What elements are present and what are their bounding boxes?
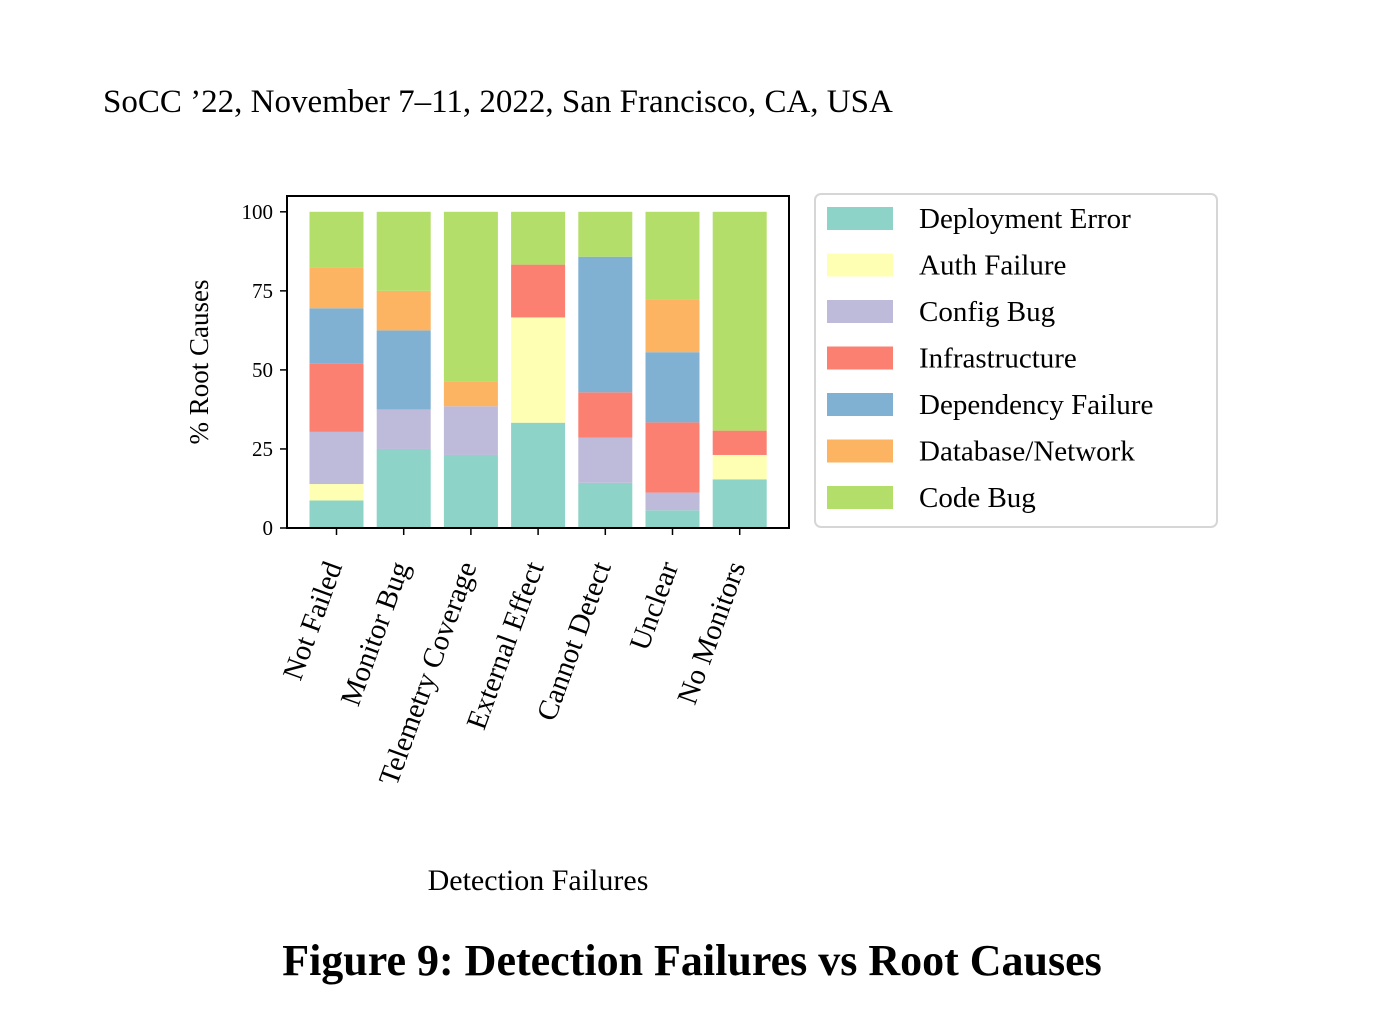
y-tick-label: 25 (252, 437, 273, 461)
legend-swatch-deployment-error (827, 207, 893, 230)
bar-segment-cannot-detect-deployment-error (578, 482, 633, 528)
legend-swatch-auth-failure (827, 253, 893, 277)
bar-segment-telemetry-coverage-code-bug (443, 211, 498, 382)
x-tick-label: Unclear (624, 557, 686, 655)
page-header: SoCC ’22, November 7–11, 2022, San Franc… (103, 84, 893, 120)
x-axis-label: Detection Failures (428, 864, 649, 897)
bar-segment-not-failed-database-network (309, 267, 364, 309)
legend-swatch-database-network (827, 439, 893, 463)
bar-segment-cannot-detect-code-bug (578, 211, 633, 257)
legend-label-infrastructure: Infrastructure (919, 343, 1077, 375)
bar-segment-unclear-code-bug (645, 211, 700, 300)
bar-segment-unclear-config-bug (645, 492, 700, 511)
bar-segment-telemetry-coverage-deployment-error (443, 454, 498, 528)
figure-caption: Figure 9: Detection Failures vs Root Cau… (282, 936, 1102, 985)
bar-segment-not-failed-code-bug (309, 211, 364, 268)
bar-segment-monitor-bug-dependency-failure (376, 330, 431, 410)
legend-label-database-network: Database/Network (919, 436, 1135, 468)
x-tick-label: No Monitors (671, 557, 752, 708)
bar-segment-monitor-bug-code-bug (376, 211, 431, 291)
bar-segment-unclear-dependency-failure (645, 352, 700, 423)
bar-segment-monitor-bug-config-bug (376, 409, 431, 449)
bar-segment-cannot-detect-config-bug (578, 437, 633, 483)
bar-segment-monitor-bug-database-network (376, 290, 431, 331)
bar-segment-cannot-detect-dependency-failure (578, 256, 633, 393)
bar-segment-no-monitors-infrastructure (712, 430, 767, 455)
bar-segment-unclear-infrastructure (645, 422, 700, 493)
legend-swatch-dependency-failure (827, 393, 893, 416)
x-tick-label: Monitor Bug (335, 557, 417, 710)
bar-segment-external-effect-auth-failure (511, 317, 566, 423)
y-tick-label: 100 (242, 200, 274, 224)
bar-segment-external-effect-deployment-error (511, 422, 566, 528)
bars-layer (309, 211, 767, 528)
bar-segment-external-effect-code-bug (511, 211, 566, 265)
bar-segment-unclear-database-network (645, 299, 700, 353)
y-axis: 0 25 50 75 100 (242, 200, 287, 540)
legend-swatch-infrastructure (827, 346, 893, 370)
legend: Deployment Error Auth Failure Config Bug In… (814, 193, 1218, 528)
bar-segment-not-failed-config-bug (309, 431, 364, 485)
bar-segment-no-monitors-deployment-error (712, 479, 767, 528)
bar-segment-not-failed-deployment-error (309, 500, 364, 528)
bar-segment-cannot-detect-infrastructure (578, 392, 633, 438)
y-tick-label: 75 (252, 279, 273, 303)
legend-label-dependency-failure: Dependency Failure (919, 389, 1153, 421)
y-tick-label: 50 (252, 358, 273, 382)
bar-segment-no-monitors-code-bug (712, 211, 767, 431)
x-tick-label: Not Failed (277, 557, 349, 684)
bar-segment-not-failed-dependency-failure (309, 308, 364, 364)
bar-segment-not-failed-auth-failure (309, 484, 364, 501)
bar-segment-no-monitors-auth-failure (712, 454, 767, 480)
bar-segment-telemetry-coverage-config-bug (443, 406, 498, 455)
bar-segment-unclear-deployment-error (645, 510, 700, 528)
bar-segment-telemetry-coverage-database-network (443, 381, 498, 407)
legend-label-auth-failure: Auth Failure (919, 250, 1066, 282)
bar-segment-not-failed-infrastructure (309, 363, 364, 432)
bar-segment-external-effect-infrastructure (511, 264, 566, 318)
legend-label-code-bug: Code Bug (919, 482, 1036, 514)
legend-swatch-code-bug (827, 486, 893, 509)
y-tick-label: 0 (263, 516, 274, 540)
legend-frame (814, 193, 1218, 528)
bar-segment-monitor-bug-deployment-error (376, 448, 431, 528)
y-axis-label: % Root Causes (184, 280, 214, 445)
legend-label-config-bug: Config Bug (919, 296, 1055, 328)
legend-label-deployment-error: Deployment Error (919, 203, 1131, 235)
legend-swatch-config-bug (827, 300, 893, 323)
